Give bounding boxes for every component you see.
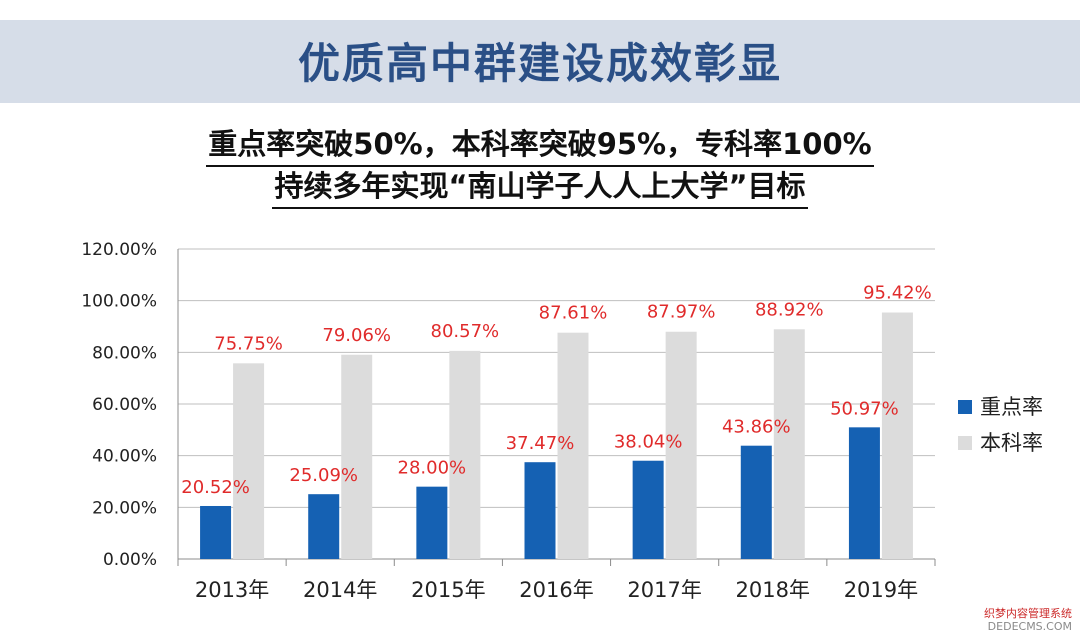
data-label-undergrad-rate: 79.06%: [322, 325, 391, 346]
watermark: 织梦内容管理系统 DEDECMS.COM: [984, 607, 1072, 633]
bar-undergrad-rate: [557, 332, 589, 559]
legend-swatch: [958, 400, 972, 414]
legend-label: 本科率: [980, 431, 1043, 455]
bar-undergrad-rate: [449, 350, 481, 559]
bar-undergrad-rate: [665, 331, 697, 559]
legend-label: 重点率: [980, 395, 1043, 419]
subtitle-line-2: 持续多年实现“南山学子人人上大学”目标: [0, 163, 1080, 209]
data-label-undergrad-rate: 75.75%: [214, 333, 283, 354]
x-tick-label: 2017年: [627, 578, 701, 602]
y-tick-label: 40.00%: [92, 447, 157, 467]
bar-key-rate: [200, 505, 232, 559]
bar-undergrad-rate: [233, 363, 265, 559]
bar-key-rate: [524, 462, 556, 559]
x-tick-label: 2015年: [411, 578, 485, 602]
bar-undergrad-rate: [341, 354, 373, 559]
page-title: 优质高中群建设成效彰显: [297, 39, 782, 88]
subtitle-line-1: 重点率突破50%，本科率突破95%，专科率100%: [0, 121, 1080, 167]
y-tick-label: 120.00%: [81, 240, 157, 260]
bar-key-rate: [308, 494, 340, 559]
x-tick-label: 2014年: [303, 578, 377, 602]
x-tick-label: 2018年: [736, 578, 810, 602]
data-label-key-rate: 38.04%: [614, 432, 683, 453]
bar-key-rate: [848, 427, 880, 559]
data-label-key-rate: 28.00%: [398, 458, 467, 479]
bar-undergrad-rate: [881, 312, 913, 559]
data-label-key-rate: 20.52%: [181, 477, 250, 498]
y-tick-label: 80.00%: [92, 343, 157, 363]
bar-undergrad-rate: [773, 329, 805, 559]
subtitle-text-1: 重点率突破50%，本科率突破95%，专科率100%: [206, 121, 874, 167]
legend-swatch: [958, 436, 972, 450]
x-tick-label: 2019年: [844, 578, 918, 602]
y-tick-label: 100.00%: [81, 292, 157, 312]
watermark-line-2: DEDECMS.COM: [987, 620, 1072, 633]
bar-key-rate: [740, 445, 772, 559]
data-label-key-rate: 50.97%: [830, 398, 899, 419]
y-tick-label: 60.00%: [92, 395, 157, 415]
watermark-line-1: 织梦内容管理系统: [984, 607, 1072, 620]
data-label-key-rate: 37.47%: [506, 433, 575, 454]
title-banner: [0, 20, 1080, 103]
y-tick-label: 0.00%: [103, 550, 157, 570]
data-label-undergrad-rate: 88.92%: [755, 299, 824, 320]
subtitle-text-2: 持续多年实现“南山学子人人上大学”目标: [272, 163, 808, 209]
y-tick-label: 20.00%: [92, 498, 157, 518]
data-label-key-rate: 43.86%: [722, 417, 791, 438]
data-label-undergrad-rate: 87.61%: [539, 303, 608, 324]
bar-key-rate: [632, 460, 664, 559]
bar-key-rate: [416, 486, 448, 559]
data-label-undergrad-rate: 95.42%: [863, 282, 932, 303]
x-tick-label: 2016年: [519, 578, 593, 602]
data-label-undergrad-rate: 80.57%: [431, 321, 500, 342]
x-tick-label: 2013年: [195, 578, 269, 602]
data-label-undergrad-rate: 87.97%: [647, 302, 716, 323]
data-label-key-rate: 25.09%: [289, 465, 358, 486]
